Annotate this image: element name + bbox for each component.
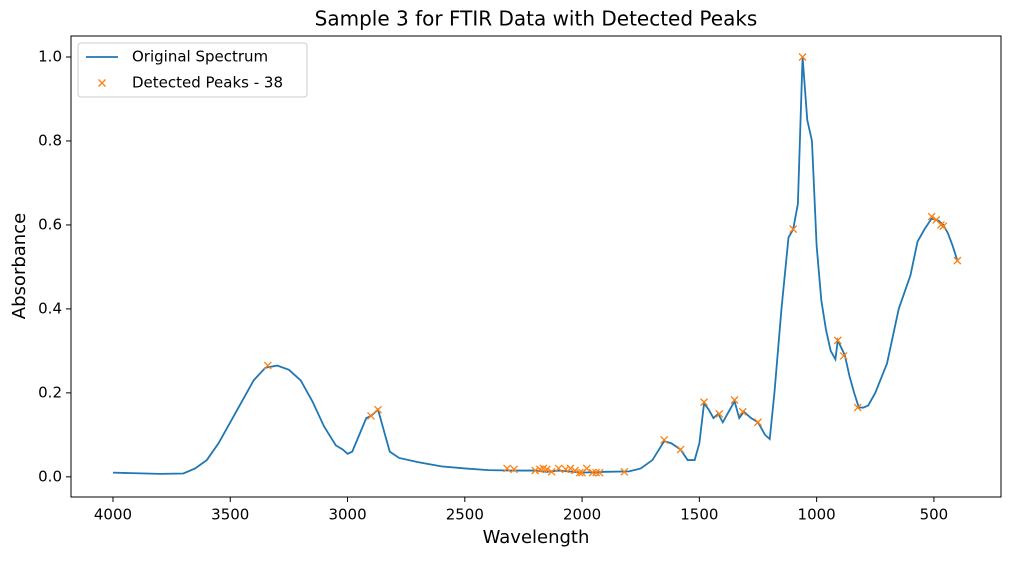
x-axis-label: Wavelength xyxy=(483,527,590,548)
peak-marker xyxy=(798,53,807,61)
peak-marker xyxy=(754,418,762,427)
x-tick-label: 4000 xyxy=(94,506,132,524)
peak-marker xyxy=(936,220,945,229)
peak-marker xyxy=(592,468,601,477)
peak-marker xyxy=(833,336,842,345)
y-tick-label: 0.6 xyxy=(38,215,62,233)
x-tick-label: 2000 xyxy=(563,506,601,524)
x-tick-label: 3000 xyxy=(328,506,366,524)
legend-marker xyxy=(98,79,106,87)
peak-marker xyxy=(700,398,709,407)
peak-marker xyxy=(953,256,962,265)
peak-marker xyxy=(789,225,798,234)
y-tick-label: 1.0 xyxy=(38,47,62,65)
x-tick-label: 500 xyxy=(920,506,949,524)
peak-marker xyxy=(503,464,511,473)
peak-marker xyxy=(510,465,519,474)
peak-marker xyxy=(263,361,272,370)
peak-marker xyxy=(374,405,382,414)
peak-marker xyxy=(660,435,669,444)
peak-marker xyxy=(839,351,848,360)
peak-marker xyxy=(730,396,739,404)
y-tick-label: 0.2 xyxy=(38,383,62,401)
peak-marker xyxy=(554,464,563,473)
peak-marker xyxy=(547,467,556,476)
peak-marker xyxy=(542,465,551,474)
spectrum-line xyxy=(112,56,959,475)
x-tick-label: 1000 xyxy=(798,506,836,524)
peak-marker xyxy=(367,412,375,420)
peak-marker xyxy=(531,466,540,475)
peak-marker xyxy=(595,468,604,477)
chart-title: Sample 3 for FTIR Data with Detected Pea… xyxy=(315,7,758,31)
legend-label: Original Spectrum xyxy=(132,48,268,66)
plot-frame xyxy=(70,35,1002,498)
peak-marker xyxy=(853,403,862,412)
x-tick-label: 3500 xyxy=(211,506,249,524)
peak-marker xyxy=(620,467,629,476)
peak-marker xyxy=(566,464,575,473)
peak-marker xyxy=(575,468,584,477)
peak-marker xyxy=(571,466,580,475)
legend-box xyxy=(77,42,308,98)
y-tick-label: 0.8 xyxy=(38,131,62,149)
peak-marker xyxy=(676,445,685,454)
x-tick-label: 2500 xyxy=(446,506,484,524)
peak-marker xyxy=(588,468,597,477)
legend-label: Detected Peaks - 38 xyxy=(132,74,283,92)
peak-marker xyxy=(715,409,724,418)
y-tick-label: 0.0 xyxy=(38,467,62,485)
y-axis-label: Absorbance xyxy=(9,213,30,319)
y-tick-label: 0.4 xyxy=(38,299,62,317)
peak-marker xyxy=(939,222,948,231)
peak-marker xyxy=(927,212,936,221)
peak-marker xyxy=(582,464,591,473)
peak-marker xyxy=(738,407,747,416)
x-tick-label: 1500 xyxy=(680,506,718,524)
